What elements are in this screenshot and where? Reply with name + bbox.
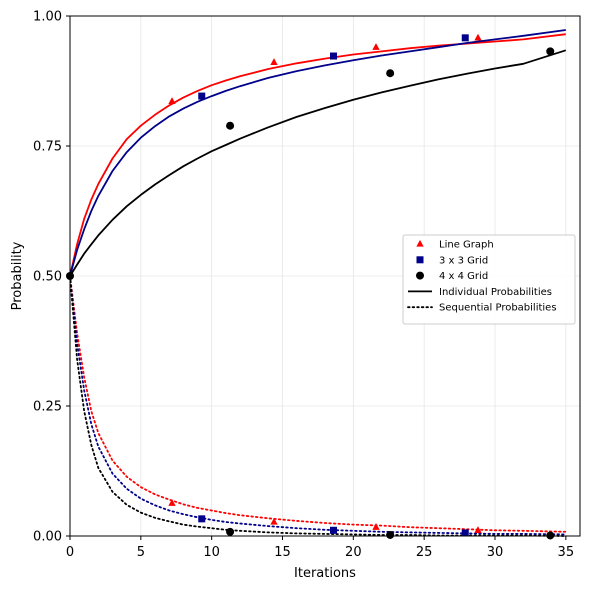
4-x-4-grid-individual-line xyxy=(69,49,567,277)
x-axis-title: Iterations xyxy=(294,566,356,581)
x-tick-label: 10 xyxy=(203,545,220,560)
y-axis-title: Probability xyxy=(10,241,25,310)
legend-entry: Sequential Probabilities xyxy=(407,303,557,314)
4-x-4-grid-individual-marker xyxy=(386,69,395,78)
3-x-3-grid-individual-marker xyxy=(461,34,469,42)
line-graph-sequential-marker xyxy=(168,499,176,506)
x-tick-label: 0 xyxy=(66,545,74,560)
line-graph-sequential-line xyxy=(69,275,567,533)
4-x-4-grid-sequential-line xyxy=(69,275,567,537)
legend-label: Sequential Probabilities xyxy=(439,303,557,314)
legend-label: Line Graph xyxy=(439,240,494,251)
3-x-3-grid-sequential-marker xyxy=(198,515,206,523)
y-tick-label: 0.00 xyxy=(33,530,62,545)
3-x-3-grid-individual-marker xyxy=(330,52,337,60)
line-graph-individual-marker xyxy=(372,43,380,50)
x-tick-label: 35 xyxy=(558,545,575,560)
legend-circle-marker xyxy=(416,271,424,280)
line-graph-individual-marker xyxy=(270,58,278,65)
4-x-4-grid-individual-marker xyxy=(546,47,555,56)
series-markers xyxy=(66,33,555,540)
4-x-4-grid-sequential-marker xyxy=(226,527,235,536)
x-tick-label: 5 xyxy=(137,545,145,560)
legend-entry: Line Graph xyxy=(416,239,494,251)
line-graph-sequential-marker xyxy=(474,526,482,533)
y-tick-label: 0.50 xyxy=(33,270,62,285)
line-graph-individual-line xyxy=(69,33,566,277)
line-graph-sequential-marker xyxy=(372,523,380,530)
legend: Line Graph 3 x 3 Grid 4 x 4 Grid Individual… xyxy=(402,234,576,325)
legend-label: 3 x 3 Grid xyxy=(439,255,488,266)
legend-triangle-marker xyxy=(416,239,424,247)
x-tick-label: 25 xyxy=(416,545,433,560)
line-graph-individual-marker xyxy=(474,33,482,41)
3-x-3-grid-individual-marker xyxy=(198,92,206,100)
legend-label: Individual Probabilities xyxy=(439,287,552,298)
3-x-3-grid-sequential-marker xyxy=(461,529,469,537)
x-tick-label: 15 xyxy=(274,545,291,560)
legend-square-marker xyxy=(416,256,424,264)
legend-entry: 3 x 3 Grid xyxy=(416,255,488,266)
legend-entry: Individual Probabilities xyxy=(408,287,552,298)
line-graph-sequential-marker xyxy=(270,517,278,525)
3-x-3-grid-individual-line xyxy=(69,29,566,277)
4-x-4-grid-individual-marker xyxy=(226,121,235,130)
line-graph-individual-marker xyxy=(168,97,176,104)
legend-label: 4 x 4 Grid xyxy=(439,271,488,282)
x-tick-label: 20 xyxy=(345,545,362,560)
series-lines xyxy=(69,29,567,537)
axis-ticks: 0 5 10 15 20 25 30 35 0.00 0.25 0.50 0.75 1.00 xyxy=(33,10,574,561)
y-tick-label: 0.25 xyxy=(33,400,62,415)
legend-box xyxy=(402,234,576,325)
x-tick-label: 30 xyxy=(487,545,504,560)
y-tick-label: 1.00 xyxy=(33,10,62,25)
4-x-4-grid-sequential-marker xyxy=(386,530,395,539)
3-x-3-grid-sequential-line xyxy=(69,275,567,536)
y-tick-label: 0.75 xyxy=(33,140,62,155)
4-x-4-grid-sequential-marker xyxy=(546,531,555,540)
3-x-3-grid-sequential-marker xyxy=(330,526,337,534)
legend-entry: 4 x 4 Grid xyxy=(416,271,488,282)
